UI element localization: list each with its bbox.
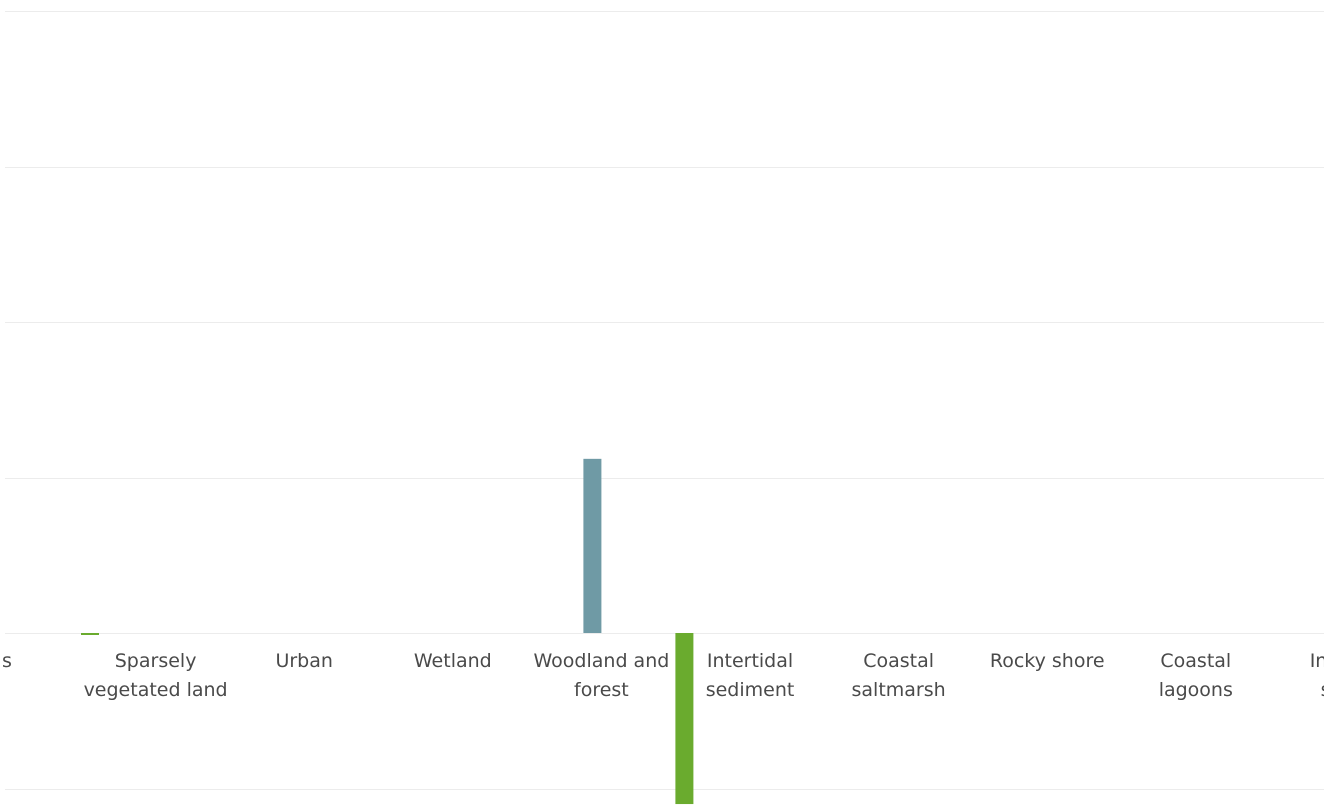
- bar-2-5[interactable]: [675, 633, 694, 805]
- tick-label-3: Urban: [275, 650, 332, 672]
- tick-label-6: Intertidal sediment: [706, 650, 795, 701]
- tick-label-7: Coastal saltmarsh: [852, 650, 946, 701]
- tick-label-9: Coastal lagoons: [1159, 650, 1233, 701]
- tick-label-2: Sparsely vegetated land: [84, 650, 228, 701]
- category-labels: s Sparsely vegetated land Urban Wetland Woodl…: [2, 650, 1324, 701]
- bar-1-5[interactable]: [583, 458, 602, 633]
- tick-label-10: Intertidstruc: [1310, 650, 1324, 701]
- gridlines: [5, 11, 1324, 790]
- bar-2-1[interactable]: [81, 633, 99, 635]
- tick-label-8: Rocky shore: [990, 650, 1105, 672]
- bars: [81, 458, 694, 805]
- tick-label-4: Wetland: [414, 650, 492, 672]
- tick-label-5: Woodland and forest: [534, 650, 670, 701]
- tick-label-1: s: [2, 650, 12, 672]
